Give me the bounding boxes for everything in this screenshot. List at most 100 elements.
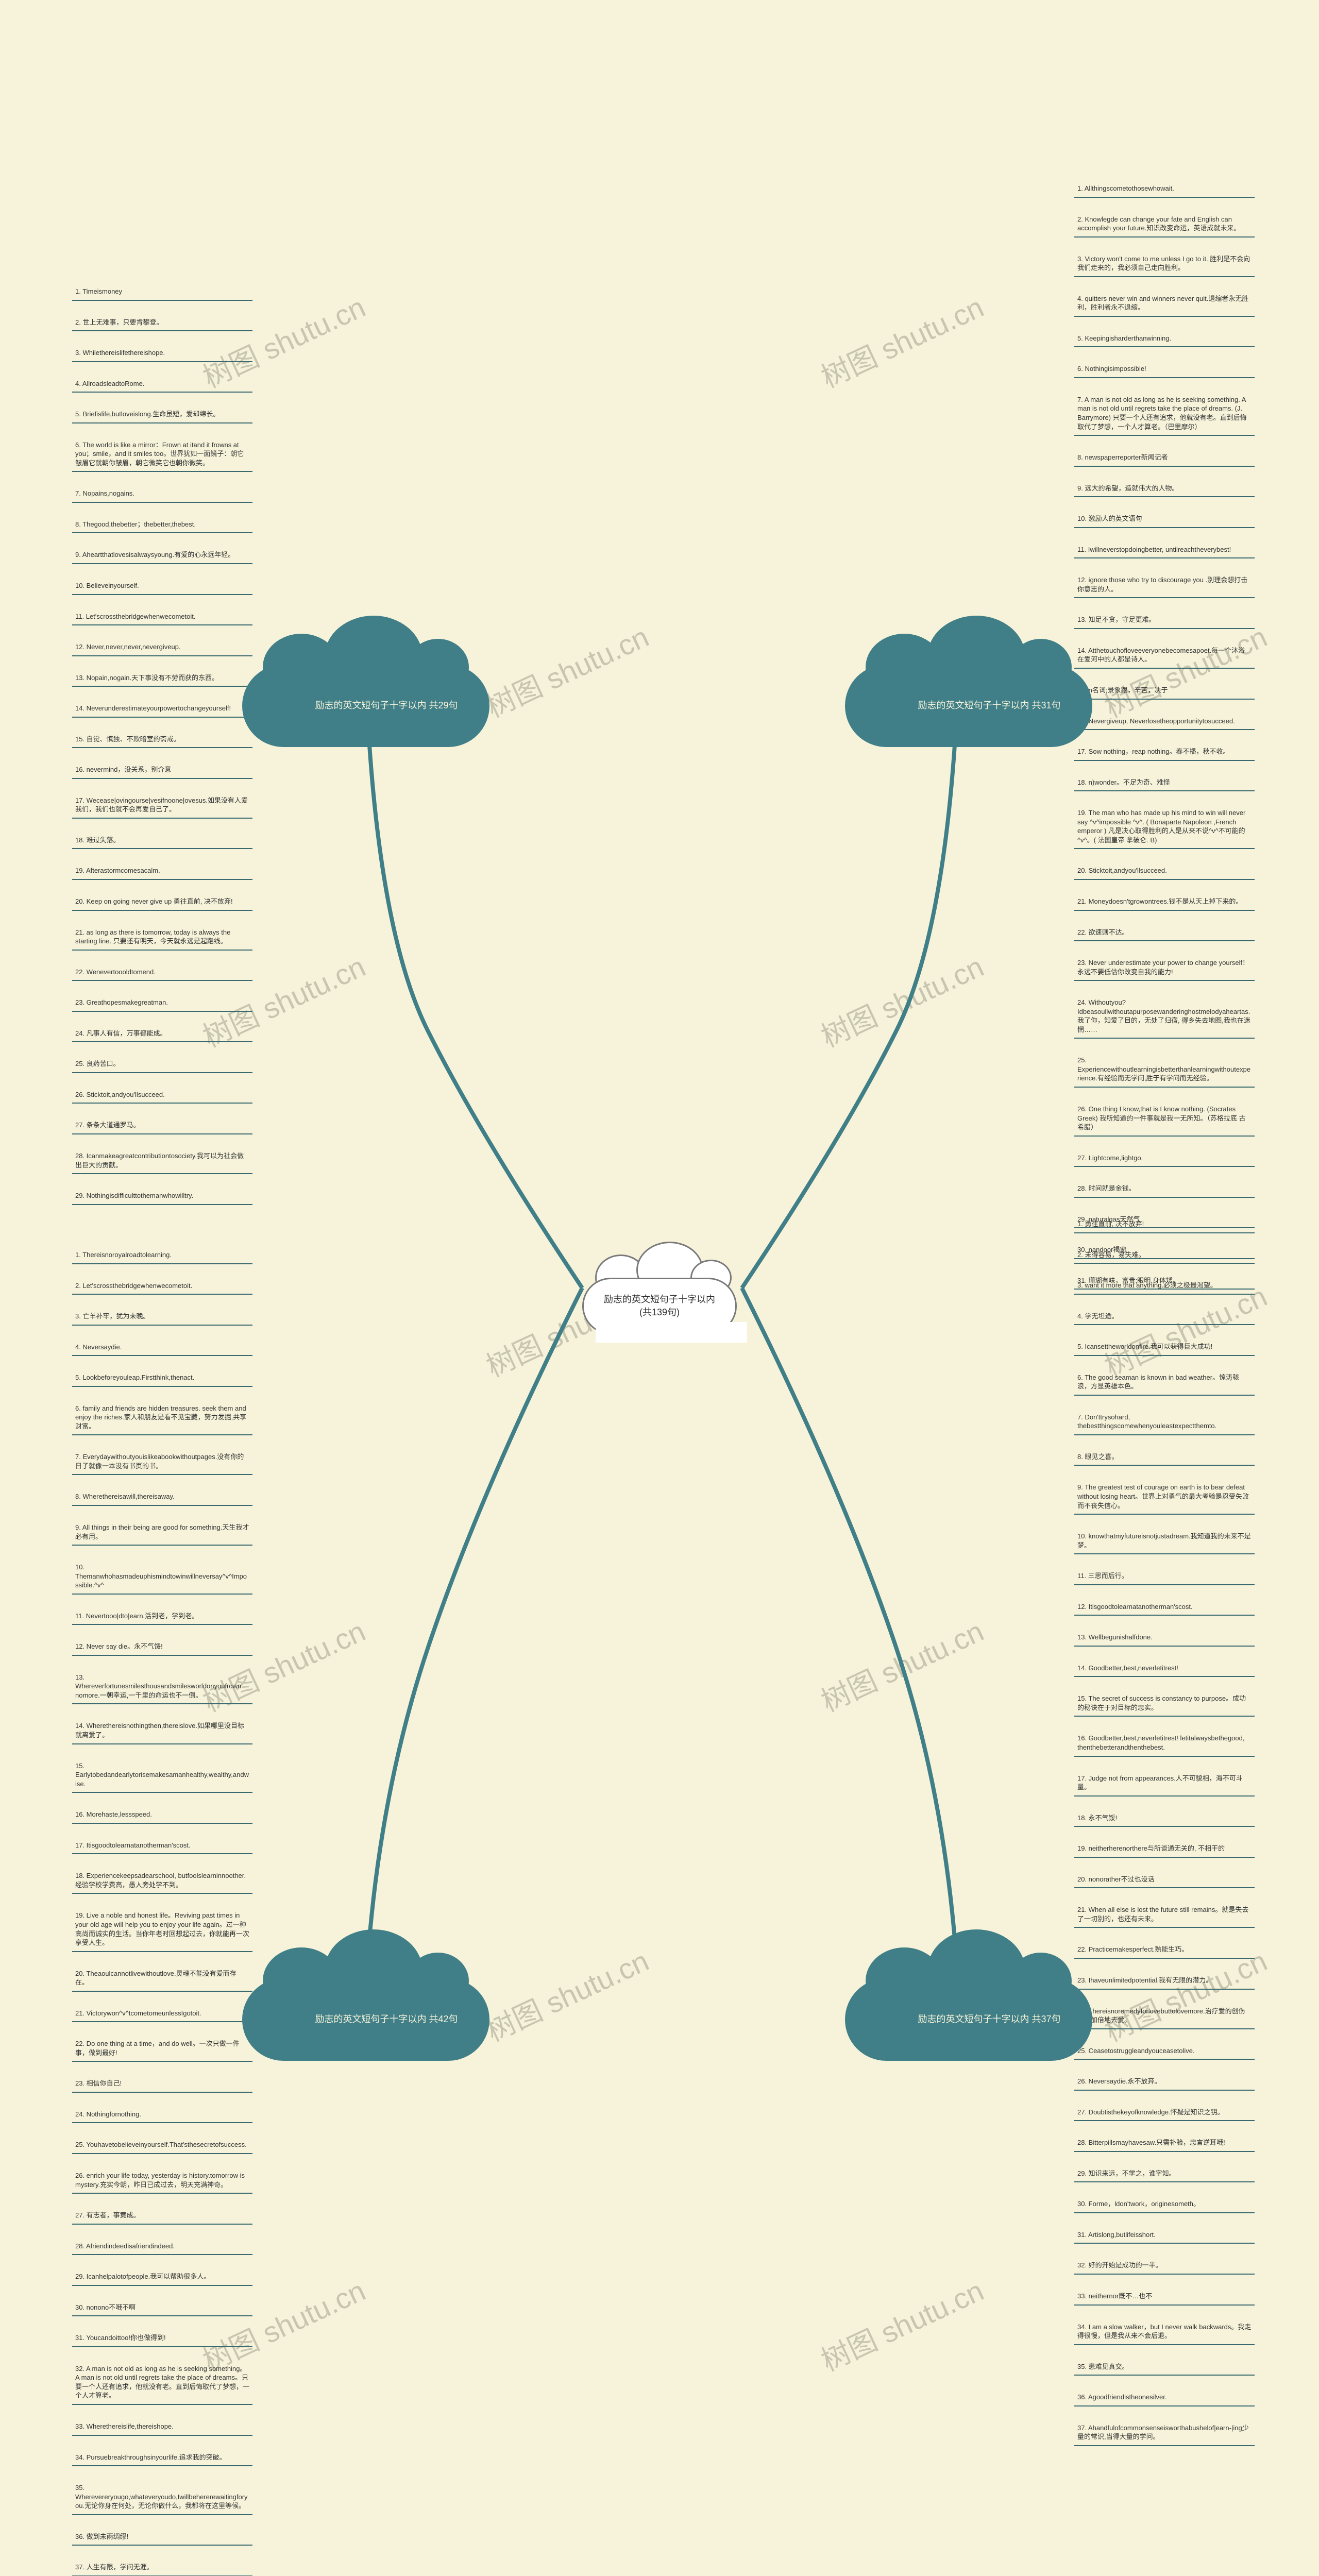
leaf-item: 23. Never underestimate your power to ch…: [1074, 955, 1255, 981]
leaf-item: 16. Morehaste,lessspeed.: [72, 1806, 252, 1824]
watermark-text: 树图 shutu.cn: [814, 284, 990, 396]
leaf-item: 20. Keep on going never give up 勇往直前, 决不…: [72, 893, 252, 911]
leaf-item: 8. Wherethereisawill,thereisaway.: [72, 1488, 252, 1506]
center-connector-1: [361, 670, 593, 1298]
leaf-item: 2. 世上无难事，只要肯攀登。: [72, 314, 252, 332]
leaf-item: 32. 好的开始是成功的一半。: [1074, 2257, 1255, 2275]
leaf-item: 27. 条条大道通罗马。: [72, 1117, 252, 1134]
leaf-item: 26. One thing I know,that is I know noth…: [1074, 1101, 1255, 1137]
leaf-item: 11. Iwillneverstopdoingbetter, untilreac…: [1074, 541, 1255, 559]
leaf-item: 3. want it more that anything.必须之极最渴望。: [1074, 1277, 1255, 1295]
leaf-item: 20. Sticktoit,andyou'llsucceed.: [1074, 862, 1255, 880]
leaf-item: 8. Thegood,thebetter；thebetter,thebest.: [72, 516, 252, 534]
leaf-item: 17. Judge not from appearances.人不可貌相，海不可…: [1074, 1770, 1255, 1797]
leaf-item: 11. Nevertooo|dto|earn.活到老，学到老。: [72, 1608, 252, 1625]
leaf-item: 26. Sticktoit,andyou'llsucceed.: [72, 1087, 252, 1104]
leaf-item: 2. 未得容易，易失难。: [1074, 1247, 1255, 1264]
branch-label: 励志的英文短句子十字以内 共37句: [918, 2013, 1060, 2026]
leaf-item: 26. Neversaydie.永不放弃。: [1074, 2073, 1255, 2091]
leaf-item: 34. Pursuebreakthroughsinyourlife.追求我的突破…: [72, 2449, 252, 2467]
leaf-item: 1. Thereisnoroyalroadtolearning.: [72, 1247, 252, 1264]
leaf-item: 13. Wellbegunishalfdone.: [1074, 1629, 1255, 1647]
leaf-item: 12. ignore those who try to discourage y…: [1074, 572, 1255, 598]
leaf-item: 6. The world is like a mirror：Frown at i…: [72, 437, 252, 472]
leaf-item: 3. Whilethereislifethereishope.: [72, 345, 252, 362]
leaf-item: 20. nonorather不过也没话: [1074, 1871, 1255, 1889]
leaf-item: 18. 难过失落。: [72, 832, 252, 850]
leaf-item: 31. Artislong,butlifeisshort.: [1074, 2227, 1255, 2244]
leaf-item: 3. Victory won't come to me unless I go …: [1074, 251, 1255, 277]
leaf-item: 11. 三思而后行。: [1074, 1568, 1255, 1585]
branch-label: 励志的英文短句子十字以内 共42句: [315, 2013, 458, 2026]
leaf-item: 7. Nopains,nogains.: [72, 485, 252, 503]
leaf-item: 24. Withoutyou?Idbeasoullwithoutapurpose…: [1074, 994, 1255, 1039]
leaf-item: 28. 时间就是金钱。: [1074, 1180, 1255, 1198]
leaf-item: 22. Wenevertoooldtomend.: [72, 964, 252, 981]
leaf-item: 18. n)wonder。不足为奇、难怪: [1074, 774, 1255, 792]
leaf-item: 12. Itisgoodtolearnatanotherman'scost.: [1074, 1599, 1255, 1616]
leaf-item: 21. Moneydoesn'tgrowontrees.钱不是从天上掉下来的。: [1074, 893, 1255, 911]
leaf-item: 9. All things in their being are good fo…: [72, 1519, 252, 1546]
leaf-item: 18. Experiencekeepsadearschool, butfools…: [72, 1868, 252, 1894]
leaf-item: 1. Timeismoney: [72, 283, 252, 301]
leaf-item: 8. newspaperreporter新闻记者: [1074, 449, 1255, 467]
leaf-item: 22. 欲速则不达。: [1074, 924, 1255, 942]
leaf-item: 12. Never say die。永不气馁!: [72, 1638, 252, 1656]
leaf-item: 35. Wherevereryougo,whateveryoudo,Iwillb…: [72, 2480, 252, 2515]
leaf-item: 27. 有志者，事竟成。: [72, 2207, 252, 2225]
leaf-item: 10. Believeinyourself.: [72, 578, 252, 595]
leaf-column-b2: 1. Thereisnoroyalroadtolearning.2. Let's…: [72, 1247, 252, 2576]
leaf-item: 9. The greatest test of courage on earth…: [1074, 1479, 1255, 1515]
leaf-item: 16. Goodbetter,best,neverletitrest! leti…: [1074, 1730, 1255, 1756]
leaf-item: 26. enrich your life today, yesterday is…: [72, 2167, 252, 2194]
leaf-item: 28. Icanmakeagreatcontributiontosociety.…: [72, 1148, 252, 1174]
leaf-item: 36. 做到未雨绸缪!: [72, 2529, 252, 2546]
leaf-item: 5. Briefislife,butloveislong.生命虽短，爱却绵长。: [72, 406, 252, 423]
leaf-item: 16. nevermind，没关系，别介意: [72, 761, 252, 779]
leaf-item: 21. as long as there is tomorrow, today …: [72, 924, 252, 951]
leaf-item: 35. 患难见真交。: [1074, 2359, 1255, 2376]
leaf-item: 36. Agoodfriendistheonesilver.: [1074, 2389, 1255, 2406]
branch-cloud-b2: 励志的英文短句子十字以内 共42句: [222, 1922, 510, 2066]
leaf-item: 33. neithernor既不…也不: [1074, 2288, 1255, 2306]
leaf-item: 14. Wherethereisnothingthen,thereislove.…: [72, 1718, 252, 1744]
leaf-item: 31. Youcandoittoo!你也做得到!: [72, 2330, 252, 2347]
leaf-item: 13. Whereverfortunesmilesthousandsmilesw…: [72, 1669, 252, 1705]
leaf-item: 34. I am a slow walker，but I never walk …: [1074, 2319, 1255, 2345]
branch-cloud-b3: 励志的英文短句子十字以内 共31句: [824, 608, 1113, 752]
leaf-item: 24. Nothingfornothing.: [72, 2106, 252, 2124]
leaf-item: 6. Nothingisimpossible!: [1074, 361, 1255, 378]
leaf-item: 27. Doubtisthekeyofknowledge.怀疑是知识之钥。: [1074, 2104, 1255, 2122]
leaf-item: 10. 激励人的英文语句: [1074, 511, 1255, 528]
leaf-item: 29. Nothingisdifficulttothemanwhowilltry…: [72, 1188, 252, 1205]
leaf-item: 23. Greathopesmakegreatman.: [72, 994, 252, 1012]
leaf-item: 25. 良药苦口。: [72, 1056, 252, 1073]
leaf-item: 30. nonono不哦不啊: [72, 2299, 252, 2317]
leaf-item: 4. AllroadsleadtoRome.: [72, 376, 252, 393]
leaf-item: 6. The good seaman is known in bad weath…: [1074, 1369, 1255, 1396]
leaf-item: 6. family and friends are hidden treasur…: [72, 1400, 252, 1436]
leaf-item: 32. A man is not old as long as he is se…: [72, 2361, 252, 2405]
leaf-item: 7. A man is not old as long as he is see…: [1074, 392, 1255, 436]
leaf-column-b4: 1. 勇往直前, 决不放弃!2. 未得容易，易失难。3. want it mor…: [1074, 1216, 1255, 2460]
leaf-item: 9. Aheartthatlovesisalwaysyoung.有爱的心永远年轻…: [72, 547, 252, 564]
leaf-item: 15. Earlytobedandearlytorisemakesamanhea…: [72, 1758, 252, 1793]
leaf-item: 27. Lightcome,lightgo.: [1074, 1150, 1255, 1167]
leaf-item: 33. Wherethereislife,thereishope.: [72, 2418, 252, 2436]
leaf-item: 3. 亡羊补牢，犹为未晚。: [72, 1308, 252, 1326]
leaf-item: 10. knowthatmyfutureisnotjustadream.我知道我…: [1074, 1528, 1255, 1554]
leaf-item: 9. 远大的希望，造就伟大的人物。: [1074, 480, 1255, 498]
leaf-item: 5. Lookbeforeyouleap.Firstthink,thenact.: [72, 1369, 252, 1387]
leaf-item: 19. Afterastormcomesacalm.: [72, 862, 252, 880]
center-title: 励志的英文短句子十字以内(共139句): [599, 1293, 720, 1319]
watermark-text: 树图 shutu.cn: [814, 2268, 990, 2380]
center-topic: 励志的英文短句子十字以内(共139句): [572, 1236, 747, 1340]
center-connector-2: [361, 1288, 593, 1999]
leaf-item: 15. The secret of success is constancy t…: [1074, 1690, 1255, 1717]
leaf-item: 29. 知识来远，不学之，谁字知。: [1074, 2165, 1255, 2183]
leaf-item: 7. Everydaywithoutyouislikeabookwithoutp…: [72, 1449, 252, 1475]
leaf-item: 25. Experiencewithoutlearningisbettertha…: [1074, 1052, 1255, 1088]
leaf-item: 37. Ahandfulofcommonsenseisworthabushelo…: [1074, 2420, 1255, 2446]
leaf-item: 19. The man who has made up his mind to …: [1074, 805, 1255, 849]
leaf-item: 5. Icansettheworldonfire.我可以获得巨大成功!: [1074, 1338, 1255, 1356]
